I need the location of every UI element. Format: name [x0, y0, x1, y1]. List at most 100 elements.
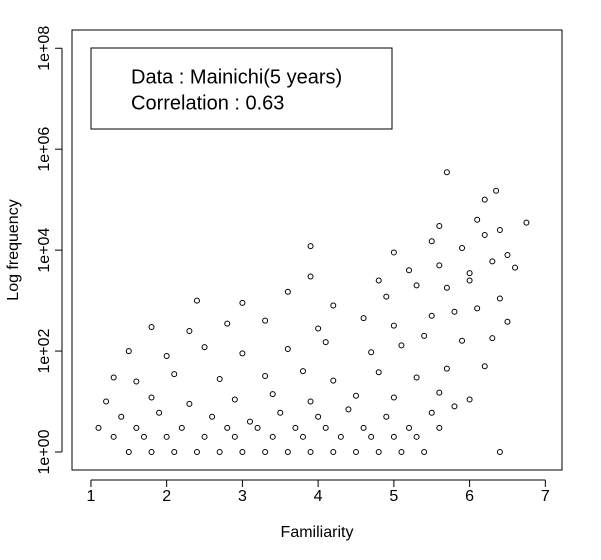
point [269, 433, 276, 440]
point [421, 449, 428, 456]
point [443, 284, 450, 291]
point [140, 433, 147, 440]
point [322, 424, 329, 431]
point [110, 433, 117, 440]
point [178, 424, 185, 431]
point [398, 342, 405, 349]
point [284, 288, 291, 295]
point [277, 409, 284, 416]
point [284, 345, 291, 352]
point [171, 371, 178, 378]
legend-box [90, 47, 393, 130]
point [231, 433, 238, 440]
point [216, 449, 223, 456]
x-tick-label: 6 [465, 488, 474, 505]
point [406, 267, 413, 274]
point [496, 227, 503, 234]
point [481, 196, 488, 203]
point [390, 394, 397, 401]
point [474, 305, 481, 312]
y-tick-label: 1e+00 [36, 429, 53, 474]
point [459, 245, 466, 252]
point [193, 297, 200, 304]
y-tick-label: 1e+08 [36, 26, 53, 71]
point [307, 243, 314, 250]
x-axis-label: Familiarity [281, 524, 354, 541]
point [95, 424, 102, 431]
point [315, 325, 322, 332]
point [466, 270, 473, 277]
point [171, 449, 178, 456]
point [216, 375, 223, 382]
point [231, 396, 238, 403]
point [489, 335, 496, 342]
point [246, 418, 253, 425]
point [390, 322, 397, 329]
point [493, 187, 500, 194]
point [436, 223, 443, 230]
point [125, 449, 132, 456]
point [496, 449, 503, 456]
point [239, 449, 246, 456]
x-tick-label: 7 [541, 488, 550, 505]
point [262, 449, 269, 456]
point [125, 348, 132, 355]
point [224, 320, 231, 327]
point [163, 352, 170, 359]
x-tick-label: 3 [238, 488, 247, 505]
point [315, 413, 322, 420]
point [148, 394, 155, 401]
point [148, 323, 155, 330]
point [322, 339, 329, 346]
point [110, 374, 117, 381]
point [413, 282, 420, 289]
point [299, 433, 306, 440]
point [451, 403, 458, 410]
y-tick-label: 1e+02 [36, 328, 53, 373]
point [368, 433, 375, 440]
point [262, 317, 269, 324]
y-axis-label: Log frequency [5, 199, 22, 300]
x-tick-label: 1 [86, 488, 95, 505]
point [299, 368, 306, 375]
point [307, 398, 314, 405]
point [330, 377, 337, 384]
point [406, 424, 413, 431]
annotation: Data : Mainichi(5 years) [131, 66, 342, 88]
y-tick-label: 1e+04 [36, 228, 53, 273]
point [398, 449, 405, 456]
point [156, 409, 163, 416]
point [337, 433, 344, 440]
point [459, 337, 466, 344]
point [383, 413, 390, 420]
point [368, 349, 375, 356]
point [428, 238, 435, 245]
point [481, 363, 488, 370]
point [436, 424, 443, 431]
point [523, 219, 530, 226]
point [466, 396, 473, 403]
point [163, 433, 170, 440]
point [481, 231, 488, 238]
point [428, 312, 435, 319]
point [496, 295, 503, 302]
point [436, 262, 443, 269]
point [436, 389, 443, 396]
plot-box [71, 29, 563, 471]
point [186, 400, 193, 407]
point [390, 249, 397, 256]
x-tick-label: 2 [162, 488, 171, 505]
point [148, 449, 155, 456]
point [474, 216, 481, 223]
point [375, 369, 382, 376]
point [284, 449, 291, 456]
point [201, 344, 208, 351]
point [133, 378, 140, 385]
annotation: Correlation : 0.63 [131, 92, 284, 114]
point [201, 433, 208, 440]
point [224, 424, 231, 431]
point [307, 273, 314, 280]
point [390, 433, 397, 440]
x-tick-label: 4 [314, 488, 323, 505]
